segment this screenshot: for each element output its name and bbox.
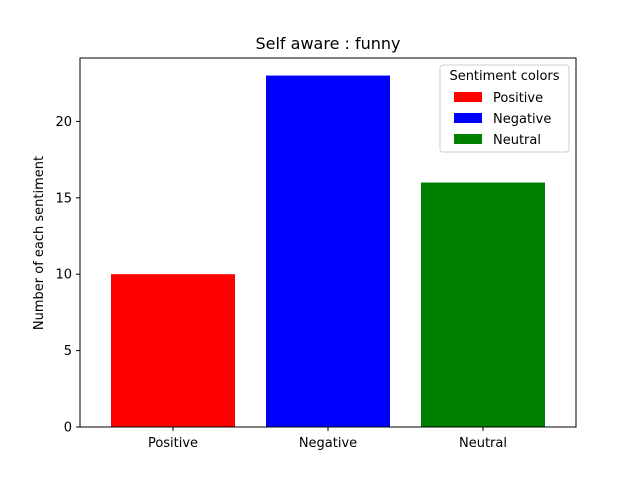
y-axis-ticks: 0 5 10 15 20 — [55, 115, 80, 436]
y-tick-label: 0 — [64, 421, 72, 436]
legend-label-negative: Negative — [493, 112, 551, 127]
y-tick-label: 5 — [64, 344, 72, 359]
legend-swatch-positive — [454, 92, 482, 102]
bar-neutral — [421, 182, 545, 427]
legend-label-positive: Positive — [493, 91, 543, 106]
x-tick-label-positive: Positive — [148, 436, 198, 451]
y-axis-label: Number of each sentiment — [32, 156, 47, 330]
legend-entries: Positive Negative Neutral — [454, 91, 551, 148]
legend-label-neutral: Neutral — [493, 133, 541, 148]
x-axis-ticks: Positive Negative Neutral — [148, 427, 507, 451]
legend-swatch-neutral — [454, 134, 482, 144]
bar-negative — [266, 75, 390, 427]
chart-title: Self aware : funny — [255, 34, 400, 53]
x-tick-label-negative: Negative — [299, 436, 357, 451]
legend-swatch-negative — [454, 113, 482, 123]
bar-positive — [111, 274, 235, 427]
legend-box — [439, 64, 570, 153]
y-tick-label: 10 — [55, 268, 72, 283]
y-tick-label: 20 — [55, 115, 72, 130]
y-tick-label: 15 — [55, 191, 72, 206]
legend: Sentiment colors Positive Negative Neutral — [439, 64, 570, 153]
x-tick-label-neutral: Neutral — [459, 436, 507, 451]
legend-title: Sentiment colors — [449, 69, 559, 84]
bars-group — [111, 75, 545, 427]
